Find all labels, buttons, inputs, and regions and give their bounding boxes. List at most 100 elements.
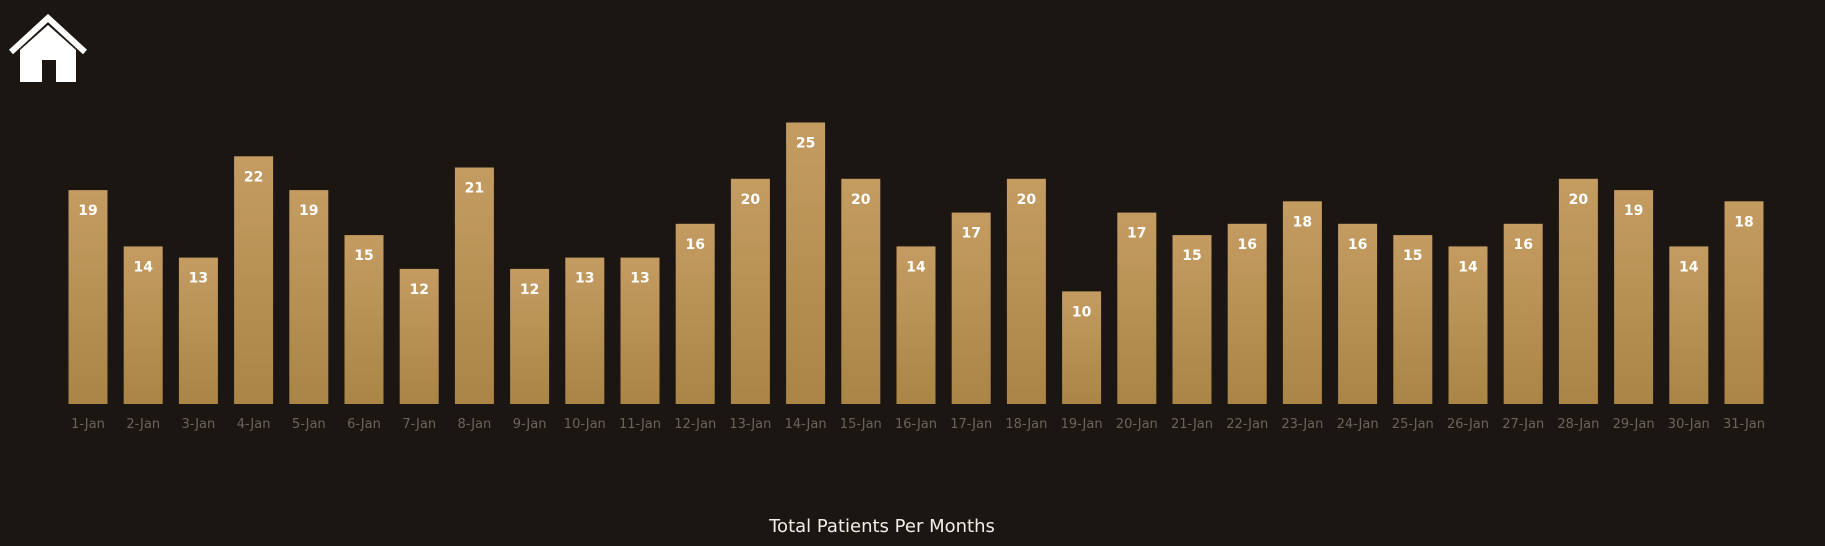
bar-value-label: 13	[575, 271, 594, 287]
bar-value-label: 12	[520, 282, 539, 298]
bar-value-label: 16	[1237, 237, 1256, 253]
x-tick-label: 4-Jan	[237, 417, 271, 432]
x-tick-label: 8-Jan	[458, 417, 492, 432]
bar-11-Jan	[620, 257, 660, 404]
bar-value-label: 22	[244, 169, 263, 185]
bar-value-label: 17	[961, 226, 980, 242]
bar-21-Jan	[1172, 235, 1212, 404]
x-tick-label: 2-Jan	[126, 417, 160, 432]
bar-labels-group: 19 14 13 22 19 15 12 21 12 13 13 16 20 25 20 14 17 20 10 17…	[78, 136, 1753, 321]
bar-value-label: 16	[685, 237, 704, 253]
bar-18-Jan	[1006, 178, 1046, 404]
bar-value-label: 20	[851, 192, 871, 208]
bar-value-label: 17	[1127, 226, 1146, 242]
x-tick-label: 19-Jan	[1061, 417, 1103, 432]
bar-9-Jan	[510, 268, 550, 404]
bar-27-Jan	[1503, 223, 1543, 404]
bar-value-label: 25	[796, 136, 815, 152]
x-tick-label: 22-Jan	[1226, 417, 1268, 432]
bar-value-label: 10	[1072, 304, 1092, 320]
x-tick-label: 10-Jan	[564, 417, 606, 432]
bar-value-label: 15	[354, 248, 373, 264]
bar-value-label: 21	[465, 181, 484, 197]
x-tick-label: 15-Jan	[840, 417, 882, 432]
bar-2-Jan	[123, 246, 163, 404]
x-tick-label: 9-Jan	[513, 417, 547, 432]
bar-value-label: 20	[1017, 192, 1037, 208]
x-tick-label: 7-Jan	[402, 417, 436, 432]
bar-3-Jan	[178, 257, 218, 404]
x-tick-labels: 1-Jan 2-Jan 3-Jan 4-Jan 5-Jan 6-Jan 7-Jan 8-Jan…	[71, 417, 1765, 432]
bar-6-Jan	[344, 235, 384, 404]
bar-31-Jan	[1724, 201, 1764, 404]
x-tick-label: 17-Jan	[950, 417, 992, 432]
x-tick-label: 29-Jan	[1613, 417, 1655, 432]
bar-value-label: 13	[189, 271, 208, 287]
bar-5-Jan	[289, 190, 329, 404]
x-tick-label: 25-Jan	[1392, 417, 1434, 432]
home-button[interactable]	[8, 12, 88, 84]
x-tick-label: 23-Jan	[1281, 417, 1323, 432]
x-tick-label: 16-Jan	[895, 417, 937, 432]
x-tick-label: 14-Jan	[785, 417, 827, 432]
bar-value-label: 19	[299, 203, 318, 219]
bar-value-label: 14	[1458, 259, 1478, 275]
bar-value-label: 19	[1624, 203, 1643, 219]
bar-24-Jan	[1338, 223, 1378, 404]
x-tick-label: 12-Jan	[674, 417, 716, 432]
bar-20-Jan	[1117, 212, 1157, 404]
bar-4-Jan	[234, 156, 274, 404]
bar-15-Jan	[841, 178, 881, 404]
bar-value-label: 14	[906, 259, 926, 275]
bar-value-label: 20	[741, 192, 761, 208]
bar-value-label: 18	[1734, 214, 1753, 230]
bar-26-Jan	[1448, 246, 1488, 404]
x-tick-label: 20-Jan	[1116, 417, 1158, 432]
x-tick-label: 1-Jan	[71, 417, 105, 432]
x-tick-label: 18-Jan	[1005, 417, 1047, 432]
bar-value-label: 14	[1679, 259, 1699, 275]
x-tick-label: 24-Jan	[1337, 417, 1379, 432]
x-tick-label: 6-Jan	[347, 417, 381, 432]
bar-value-label: 15	[1403, 248, 1422, 264]
x-tick-label: 13-Jan	[729, 417, 771, 432]
x-tick-label: 26-Jan	[1447, 417, 1489, 432]
bar-value-label: 15	[1182, 248, 1201, 264]
bar-16-Jan	[896, 246, 936, 404]
bar-25-Jan	[1393, 235, 1433, 404]
bar-19-Jan	[1062, 291, 1102, 404]
x-tick-label: 31-Jan	[1723, 417, 1765, 432]
bar-14-Jan	[786, 122, 826, 404]
bar-17-Jan	[951, 212, 991, 404]
chart-title: Total Patients Per Months	[768, 516, 995, 537]
bar-13-Jan	[730, 178, 770, 404]
bar-value-label: 19	[78, 203, 97, 219]
bar-value-label: 12	[409, 282, 428, 298]
bar-22-Jan	[1227, 223, 1267, 404]
x-tick-label: 27-Jan	[1502, 417, 1544, 432]
home-icon	[8, 13, 88, 82]
bars-group	[68, 122, 1764, 404]
bar-29-Jan	[1614, 190, 1654, 404]
x-tick-label: 5-Jan	[292, 417, 326, 432]
x-tick-label: 30-Jan	[1668, 417, 1710, 432]
bar-8-Jan	[454, 167, 494, 404]
bar-value-label: 16	[1348, 237, 1367, 253]
bar-30-Jan	[1669, 246, 1709, 404]
bar-value-label: 13	[630, 271, 649, 287]
bar-1-Jan	[68, 190, 108, 404]
bar-10-Jan	[565, 257, 605, 404]
bar-23-Jan	[1282, 201, 1322, 404]
bar-value-label: 20	[1569, 192, 1589, 208]
bar-28-Jan	[1558, 178, 1598, 404]
bar-value-label: 14	[133, 259, 153, 275]
bar-7-Jan	[399, 268, 439, 404]
bar-value-label: 18	[1293, 214, 1312, 230]
x-tick-label: 21-Jan	[1171, 417, 1213, 432]
x-tick-label: 11-Jan	[619, 417, 661, 432]
x-tick-label: 3-Jan	[182, 417, 216, 432]
bar-12-Jan	[675, 223, 715, 404]
x-tick-label: 28-Jan	[1557, 417, 1599, 432]
bar-value-label: 16	[1513, 237, 1532, 253]
